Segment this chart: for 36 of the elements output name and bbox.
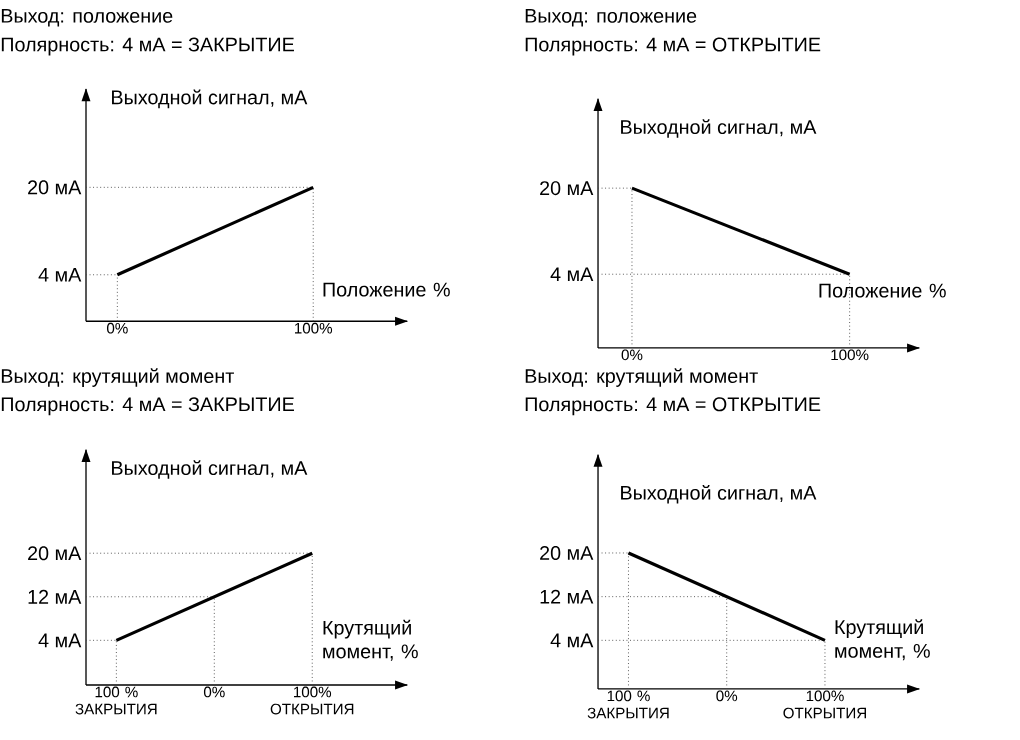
y-tick-label: 20 мА — [540, 180, 594, 195]
x-tick-label: 100% ОТКРЫТИЯ — [270, 686, 354, 715]
y-tick-label: 4 мА — [38, 267, 82, 282]
x-axis-title: Крутящий момент, % — [835, 619, 930, 661]
x-tick-label: 100% — [831, 349, 869, 361]
x-axis-title: Крутящий момент, % — [323, 619, 418, 661]
y-axis-title: Выходной сигнал, мА — [621, 484, 817, 504]
chart-subtitle: Полярность: 4 мА = ОТКРЫТИЕ — [525, 397, 821, 416]
x-tick-label: 0% — [203, 686, 225, 698]
x-tick-label: 0% — [716, 690, 738, 702]
chart-title: Выход: положение — [525, 8, 697, 27]
y-tick-label: 20 мА — [28, 546, 82, 561]
x-tick-label: 100 % ЗАКРЫТИЯ — [75, 686, 157, 715]
x-tick-label: 100% ОТКРЫТИЯ — [783, 690, 866, 719]
x-tick-label: 0% — [106, 322, 128, 334]
y-tick-label: 12 мА — [28, 589, 82, 604]
x-tick-label: 100% — [295, 322, 333, 334]
y-tick-label: 4 мА — [38, 633, 82, 647]
y-axis-title: Выходной сигнал, мА — [621, 119, 817, 138]
y-axis-title: Выходной сигнал, мА — [112, 460, 308, 479]
x-axis-title: Положение % — [819, 283, 946, 298]
y-tick-label: 4 мА — [550, 267, 594, 281]
x-axis-title: Положение % — [323, 282, 450, 297]
chart-title: Выход: крутящий момент — [1, 368, 234, 387]
y-tick-label: 20 мА — [28, 180, 82, 195]
y-tick-label: 4 мА — [550, 633, 594, 647]
y-tick-label: 12 мА — [540, 589, 594, 604]
chart-subtitle: Полярность: 4 мА = ЗАКРЫТИЕ — [1, 37, 294, 56]
chart-subtitle: Полярность: 4 мА = ЗАКРЫТИЕ — [1, 397, 294, 416]
y-tick-label: 20 мА — [540, 545, 594, 560]
x-tick-label: 0% — [621, 349, 643, 361]
chart-subtitle: Полярность: 4 мА = ОТКРЫТИЕ — [525, 37, 821, 56]
x-tick-label: 100 % ЗАКРЫТИЯ — [587, 690, 669, 719]
chart-title: Выход: положение — [1, 8, 173, 27]
chart-title: Выход: крутящий момент — [525, 368, 758, 387]
y-axis-title: Выходной сигнал, мА — [112, 89, 308, 108]
